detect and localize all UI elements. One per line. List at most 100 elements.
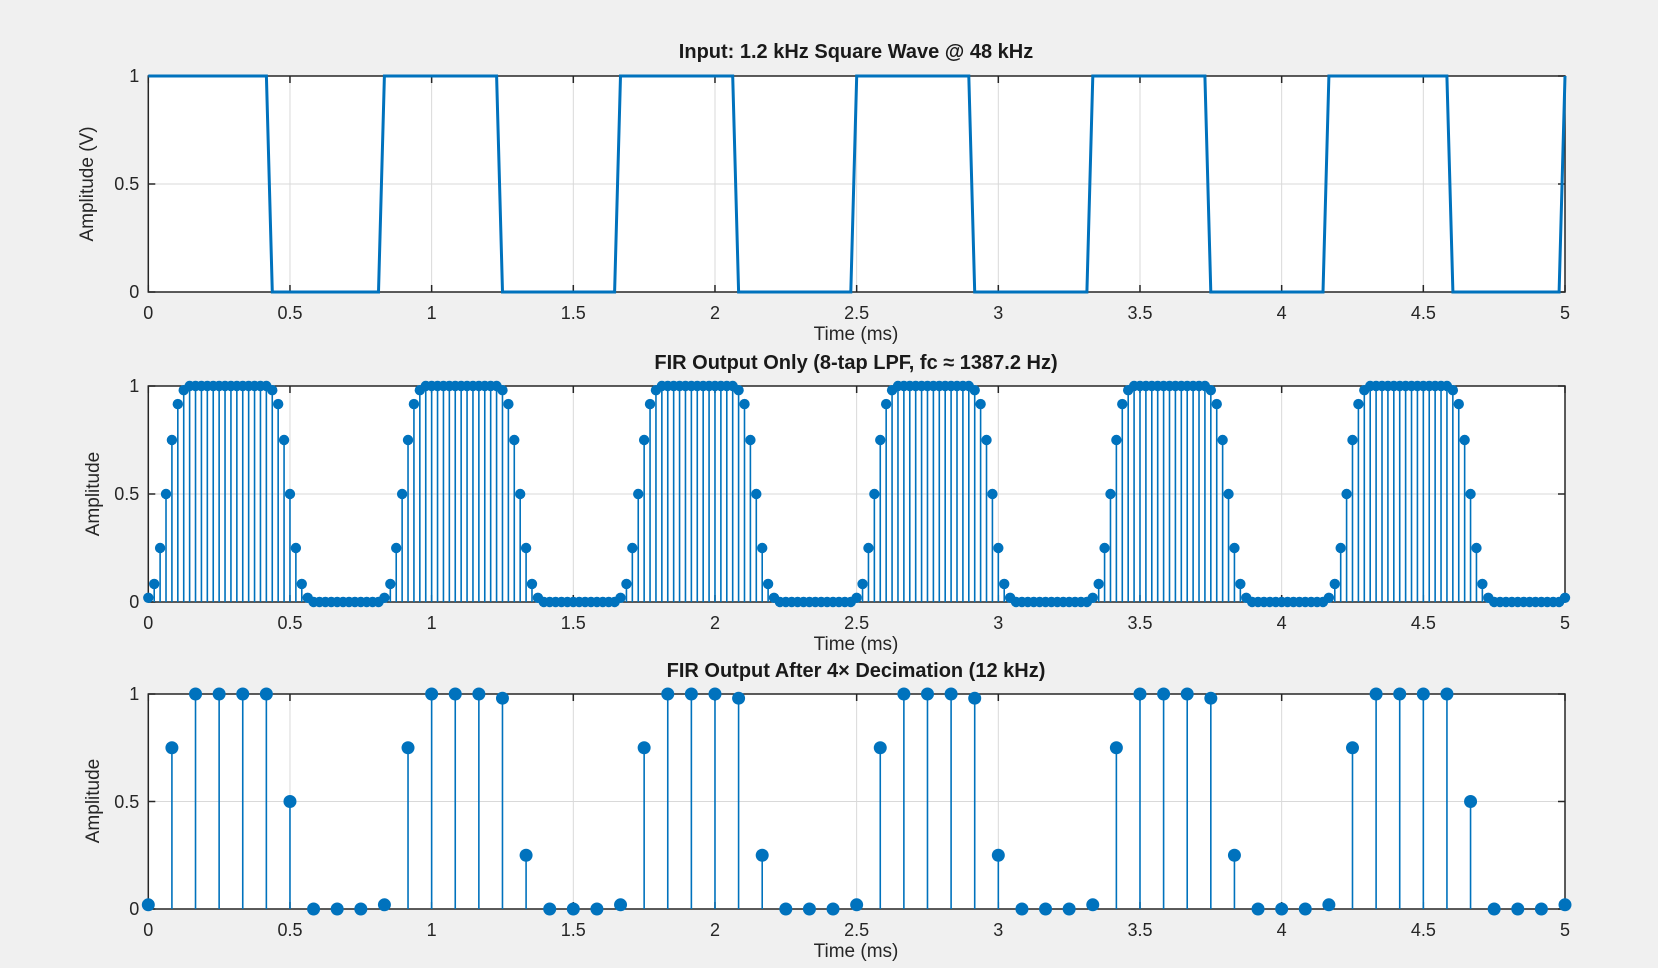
stem-marker [1559, 592, 1571, 603]
stem-marker [920, 687, 934, 701]
stem-marker [850, 898, 864, 912]
stem-marker [684, 687, 698, 701]
stem-marker [968, 691, 982, 705]
stem-marker [897, 687, 911, 701]
stem-marker [1459, 434, 1470, 446]
plot1-x-tick-label: 1.5 [560, 303, 586, 323]
stem-series [143, 380, 1571, 608]
stem-marker [149, 578, 160, 590]
stem-marker [1447, 385, 1459, 396]
stem-marker [401, 741, 415, 755]
subplot-1 [147, 74, 1567, 294]
plot2-x-tick-label: 2 [709, 613, 720, 633]
stem-marker [307, 902, 321, 916]
stem-marker [1062, 902, 1076, 916]
stem-marker [272, 398, 284, 410]
stem-marker [991, 848, 1005, 862]
stem-marker [661, 687, 675, 701]
stem-marker [590, 902, 604, 916]
plot2-y-tick-label: 1 [129, 376, 140, 396]
stem-marker [1180, 687, 1194, 701]
stem-marker [526, 578, 538, 590]
plot1-y-tick-label: 0 [129, 282, 140, 302]
stem-marker [1440, 687, 1454, 701]
plot3-x-tick-label: 2.5 [844, 920, 870, 940]
stem-marker [751, 488, 762, 500]
stem-marker [330, 902, 344, 916]
stem-marker [1099, 542, 1110, 554]
stem-marker [514, 488, 526, 500]
plot1-x-tick-label: 0 [143, 303, 154, 323]
stem-marker [385, 578, 396, 590]
stem-marker [863, 542, 874, 554]
stem-marker [425, 687, 439, 701]
stem-marker [1105, 488, 1116, 500]
stem-marker [236, 687, 250, 701]
stem-marker [377, 898, 391, 912]
stem-marker [495, 691, 509, 705]
stem-marker [141, 898, 155, 912]
stem-marker [391, 542, 402, 554]
plot2-x-tick-label: 0 [143, 613, 154, 633]
stem-marker [379, 592, 390, 603]
stem-marker [1487, 902, 1501, 916]
plot2-x-tick-label: 4.5 [1410, 613, 1436, 633]
stem-marker [757, 542, 768, 554]
stem-marker [267, 385, 278, 396]
stem-marker [987, 488, 998, 500]
stem-marker [1323, 592, 1335, 603]
stem-marker [975, 398, 986, 410]
stem-marker [1133, 687, 1147, 701]
stem-marker [739, 398, 750, 410]
stem-marker [396, 488, 408, 500]
stem-marker [154, 542, 166, 554]
stem-marker [284, 488, 296, 500]
plot3-y-tick-label: 0 [129, 899, 140, 919]
stem-marker [259, 687, 273, 701]
plot3-x-tick-label: 1 [426, 920, 437, 940]
plot3-x-tick-label: 3 [993, 920, 1004, 940]
stem-marker [1093, 578, 1104, 590]
plot2-x-tick-label: 0.5 [277, 613, 303, 633]
plot3-y-tick-label: 1 [129, 684, 140, 704]
plot1-y-tick-label: 1 [129, 66, 140, 86]
stem-marker [1453, 398, 1464, 410]
stem-marker [644, 398, 656, 410]
stem-marker [1229, 542, 1240, 554]
stem-marker [1558, 898, 1572, 912]
stem-marker [509, 434, 520, 446]
stem-marker [1534, 902, 1548, 916]
plot1-y-tick-label: 0.5 [114, 174, 140, 194]
stem-marker [880, 398, 892, 410]
stem-marker [873, 741, 887, 755]
stem-marker [1329, 578, 1340, 590]
stem-marker [296, 578, 307, 590]
stem-marker [1335, 542, 1346, 554]
stem-marker [1211, 398, 1222, 410]
stem-marker [472, 687, 486, 701]
stem-marker [448, 687, 462, 701]
stem-marker [1223, 488, 1234, 500]
stem-marker [981, 434, 992, 446]
plot1-xlabel: Time (ms) [813, 324, 899, 345]
stem-marker [408, 398, 420, 410]
plot3-x-tick-label: 4 [1276, 920, 1287, 940]
stem-series [141, 687, 1572, 916]
plot1-x-tick-label: 4 [1276, 303, 1287, 323]
stem-marker [1353, 398, 1364, 410]
stem-marker [621, 578, 632, 590]
stem-marker [283, 795, 297, 808]
plot1-title: Input: 1.2 kHz Square Wave @ 48 kHz [678, 41, 1034, 63]
stem-marker [1471, 542, 1482, 554]
plot3-x-tick-label: 1.5 [560, 920, 586, 940]
plot3-title: FIR Output After 4× Decimation (12 kHz) [666, 660, 1046, 682]
stem-marker [1322, 898, 1336, 912]
stem-marker [1039, 902, 1053, 916]
stem-marker [1465, 488, 1476, 500]
plot2-xlabel: Time (ms) [813, 634, 899, 655]
stem-marker [1393, 687, 1407, 701]
plot2-x-tick-label: 2.5 [844, 613, 870, 633]
stem-marker [802, 902, 816, 916]
plot3-x-tick-label: 0 [143, 920, 154, 940]
